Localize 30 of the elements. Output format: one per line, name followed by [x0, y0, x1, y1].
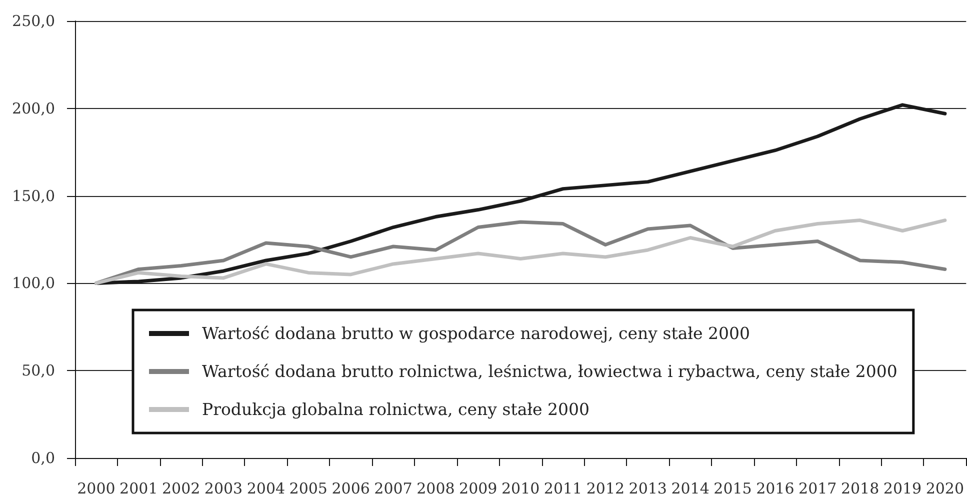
- x-tick-label: 2010: [501, 480, 540, 498]
- x-tick-label: 2008: [416, 480, 455, 498]
- x-tick-label: 2018: [840, 480, 880, 498]
- x-tick-label: 2020: [926, 480, 964, 498]
- x-tick-label: 2007: [374, 480, 412, 498]
- x-tick-label: 2017: [798, 480, 837, 498]
- x-tick-label: 2005: [289, 480, 328, 498]
- x-tick-label: 2013: [628, 480, 667, 498]
- x-tick-label: 2012: [586, 480, 625, 498]
- legend-label: Wartość dodana brutto w gospodarce narodowej, ceny stałe 2000: [202, 324, 750, 343]
- x-tick-label: 2016: [756, 480, 794, 498]
- x-tick-label: 2001: [120, 480, 158, 498]
- y-tick-label: 200,0: [12, 99, 55, 118]
- y-tick-label: 100,0: [12, 274, 55, 292]
- x-tick-label: 2002: [162, 480, 200, 498]
- y-tick-label: 50,0: [22, 362, 55, 380]
- legend-label: Produkcja globalna rolnictwa, ceny stałe 2000: [202, 400, 590, 419]
- x-tick-label: 2011: [544, 480, 582, 498]
- x-tick-label: 2019: [883, 480, 922, 498]
- y-tick-label: 250,0: [12, 12, 55, 30]
- x-tick-label: 2004: [246, 480, 286, 498]
- legend-label: Wartość dodana brutto rolnictwa, leśnictwa, łowiectwa i rybactwa, ceny stałe 2000: [202, 362, 898, 381]
- x-tick-label: 2014: [671, 480, 710, 498]
- x-tick-label: 2000: [77, 480, 116, 498]
- x-tick-label: 2015: [714, 480, 752, 498]
- x-tick-label: 2006: [332, 480, 370, 498]
- y-tick-label: 0,0: [31, 449, 55, 467]
- y-tick-label: 150,0: [12, 186, 55, 205]
- x-tick-label: 2009: [459, 480, 498, 498]
- x-tick-label: 2003: [204, 480, 243, 498]
